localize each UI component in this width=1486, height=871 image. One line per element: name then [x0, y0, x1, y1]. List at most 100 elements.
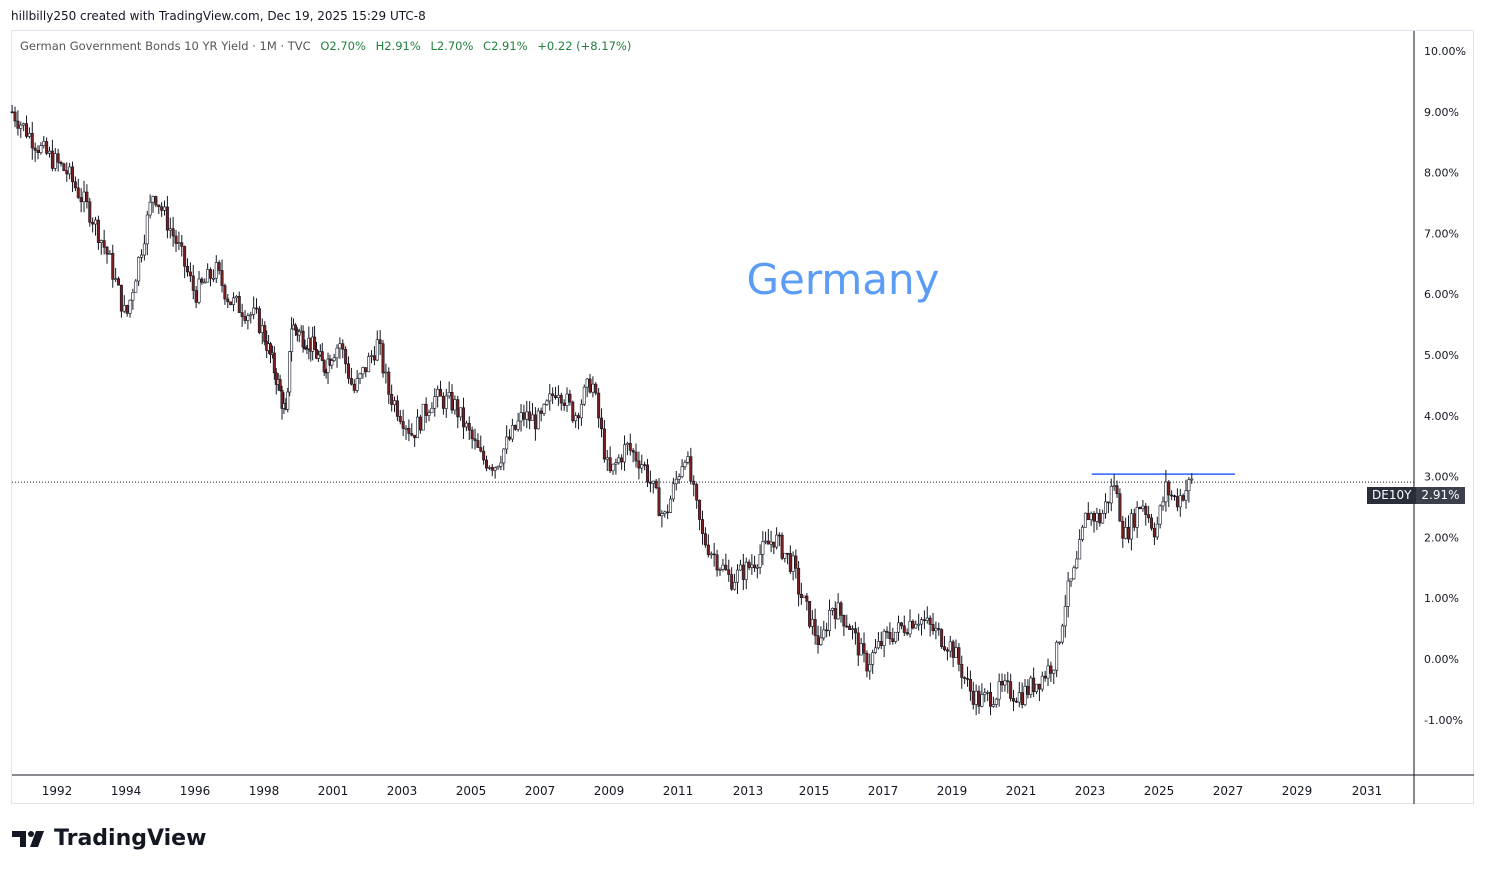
candle-body	[352, 383, 356, 391]
candle-body	[255, 307, 259, 310]
candle-body	[246, 315, 250, 321]
candle-body	[1141, 505, 1145, 509]
candle-body	[94, 219, 98, 225]
candle-body	[108, 253, 112, 255]
candle-body	[591, 383, 595, 393]
candle-body	[387, 371, 391, 395]
candle-body	[456, 399, 460, 418]
candle-body	[810, 619, 814, 627]
candle-body	[971, 690, 975, 705]
candle-body	[99, 240, 103, 243]
candle-body	[510, 425, 514, 440]
candle-body	[951, 641, 955, 658]
candle-body	[260, 325, 264, 333]
candle-body	[117, 278, 121, 286]
candle-body	[780, 534, 784, 559]
y-tick-label: 7.00%	[1424, 227, 1459, 240]
candle-body	[453, 399, 457, 411]
candle-body	[945, 649, 949, 652]
candle-body	[180, 242, 184, 247]
candle-body	[554, 395, 558, 398]
candle-body	[565, 393, 569, 406]
candle-body	[879, 641, 883, 646]
candle-body	[1049, 665, 1053, 674]
candle-body	[943, 646, 947, 651]
y-tick-label: 8.00%	[1424, 167, 1459, 180]
candle-body	[200, 278, 204, 283]
legend-low: L2.70%	[430, 39, 474, 53]
candle-body	[986, 692, 990, 694]
candle-body	[718, 569, 722, 571]
candle-body	[316, 354, 320, 359]
candle-body	[418, 416, 422, 431]
candle-body	[421, 403, 425, 431]
candle-body	[671, 483, 675, 500]
candle-body	[891, 638, 895, 642]
candle-body	[983, 692, 987, 695]
candle-body	[154, 196, 158, 206]
candle-body	[441, 395, 445, 409]
candle-body	[643, 464, 647, 466]
y-tick-label: 4.00%	[1424, 410, 1459, 423]
candle-body	[214, 262, 218, 279]
candle-body	[347, 363, 351, 379]
candle-body	[59, 162, 63, 165]
candle-body	[755, 566, 759, 569]
candle-body	[788, 553, 792, 572]
candle-body	[313, 336, 317, 350]
candle-body	[1083, 512, 1087, 528]
tradingview-logo[interactable]: TradingView	[12, 826, 206, 851]
candle-body	[845, 625, 849, 628]
candle-body	[39, 145, 43, 153]
candle-body	[579, 403, 583, 419]
candle-body	[735, 569, 739, 583]
candle-body	[105, 247, 109, 255]
candle-body	[1089, 513, 1093, 521]
candle-body	[257, 308, 261, 333]
candle-body	[341, 343, 345, 350]
candle-body	[476, 440, 480, 448]
candle-body	[928, 617, 932, 625]
x-tick-label: 2015	[799, 784, 830, 798]
candle-body	[542, 404, 546, 414]
candle-body	[1000, 681, 1004, 686]
candle-body	[977, 690, 981, 707]
candle-body	[545, 400, 549, 405]
candle-body	[479, 447, 483, 452]
candle-body	[1175, 496, 1179, 508]
candle-body	[1161, 501, 1165, 507]
candle-body	[211, 277, 215, 280]
candle-body	[1023, 685, 1027, 705]
y-tick-label: 9.00%	[1424, 106, 1459, 119]
candle-body	[669, 498, 673, 513]
candle-body	[551, 393, 555, 397]
legend-title: German Government Bonds 10 YR Yield · 1M…	[20, 39, 311, 53]
x-tick-label: 2001	[318, 784, 349, 798]
legend: German Government Bonds 10 YR Yield · 1M…	[20, 39, 631, 53]
candle-body	[27, 133, 31, 137]
candle-body	[1066, 580, 1070, 607]
candle-body	[272, 352, 276, 374]
candle-body	[96, 219, 100, 243]
candle-body	[301, 330, 305, 348]
candle-body	[33, 147, 37, 151]
candle-body	[600, 417, 604, 430]
candle-body	[188, 271, 192, 277]
candle-body	[1129, 513, 1133, 540]
candle-body	[721, 564, 725, 570]
candle-body	[384, 371, 388, 374]
candle-body	[692, 480, 696, 485]
candle-body	[416, 416, 420, 439]
candle-body	[1060, 625, 1064, 643]
candle-body	[1104, 501, 1108, 514]
candle-body	[851, 628, 855, 631]
candle-body	[252, 307, 256, 315]
candle-body	[528, 411, 532, 421]
candle-body	[1017, 692, 1021, 703]
candle-body	[197, 278, 201, 303]
candle-body	[508, 436, 512, 440]
candle-body	[727, 569, 731, 575]
candle-body	[706, 544, 710, 556]
candle-body	[911, 620, 915, 629]
